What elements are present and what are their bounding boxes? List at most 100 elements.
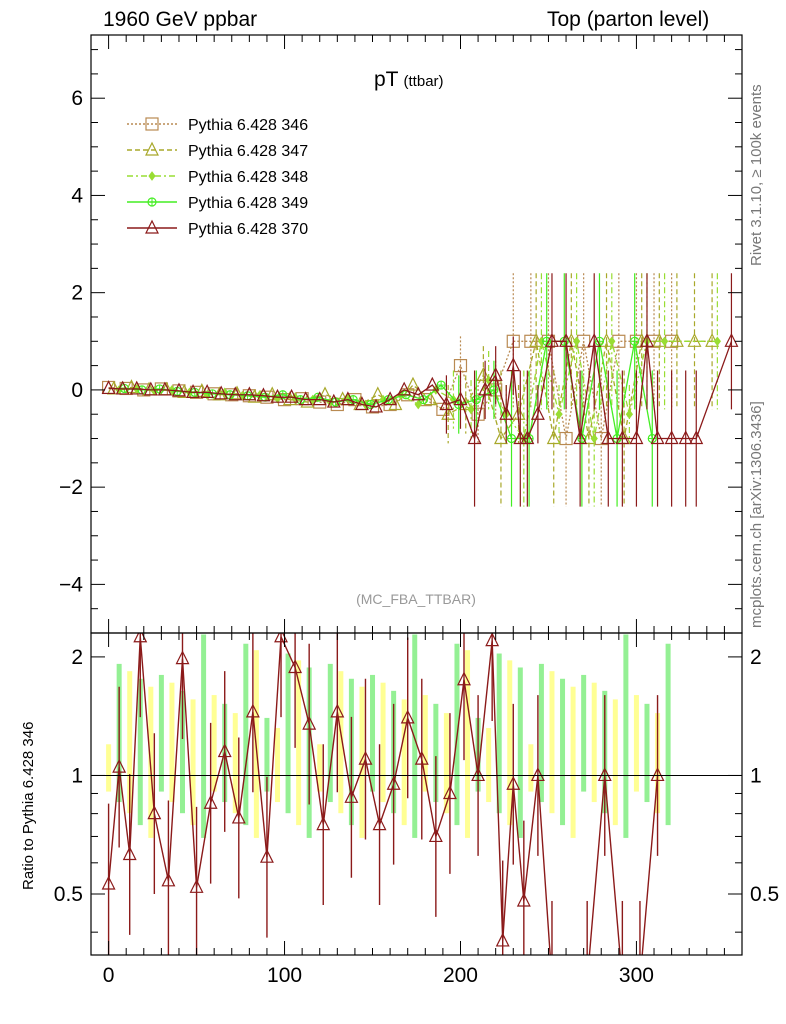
data-point — [524, 334, 538, 348]
data-point — [573, 430, 588, 445]
ratio-band — [644, 703, 650, 803]
data-point — [664, 430, 679, 445]
ratio-band — [433, 703, 439, 803]
data-point — [530, 405, 545, 420]
data-point — [397, 381, 412, 396]
data-point — [545, 332, 559, 347]
data-point — [650, 430, 665, 445]
ratio-bands — [106, 634, 671, 838]
ratio-data-point — [133, 633, 148, 643]
data-point — [493, 430, 508, 445]
ratio-band — [158, 674, 164, 792]
data-point — [214, 385, 229, 400]
ratio-band — [465, 650, 471, 838]
data-point — [383, 391, 398, 406]
data-point — [625, 409, 634, 420]
ratio-band — [317, 744, 323, 792]
ratio-data-point — [530, 767, 545, 782]
ratio-series-line — [107, 636, 659, 955]
ratio-band — [169, 682, 175, 803]
ratio-data-point — [581, 974, 593, 986]
ratio-band — [285, 653, 291, 814]
data-point — [284, 388, 299, 403]
ratio-band — [106, 744, 112, 792]
ratio-data-point — [259, 848, 274, 863]
ratio-data-point — [400, 709, 415, 724]
legend: Pythia 6.428 346 Pythia 6.428 347 Pythia 6… — [127, 117, 308, 238]
ratio-band — [496, 653, 502, 814]
ratio-band — [296, 660, 302, 826]
x-tick-label: 300 — [619, 964, 654, 987]
ratio-band — [507, 660, 513, 826]
ratio-band — [380, 682, 386, 803]
ratio-data-point — [372, 816, 387, 831]
ratio-data-point — [330, 703, 345, 718]
data-point — [388, 396, 403, 411]
data-point — [228, 386, 243, 401]
data-point — [555, 409, 563, 420]
ratio-band — [623, 634, 629, 838]
data-point — [467, 404, 475, 415]
ratio-band — [401, 699, 407, 826]
data-point — [354, 396, 369, 411]
data-point — [406, 376, 420, 391]
ratio-band — [612, 699, 618, 826]
ratio-data-point — [428, 828, 443, 843]
ratio-band — [422, 695, 428, 792]
ratio-band — [633, 695, 639, 792]
data-point — [414, 399, 422, 410]
ratio-data-point — [189, 878, 204, 893]
series-line — [108, 340, 733, 441]
legend-marker — [145, 117, 159, 131]
data-point — [689, 430, 704, 445]
ratio-band — [370, 674, 376, 792]
data-point — [669, 332, 684, 347]
main-y-tick-label: −2 — [59, 476, 83, 499]
x-tick-label: 0 — [103, 964, 115, 987]
data-point — [506, 357, 521, 372]
series-3 — [119, 273, 657, 507]
data-point — [441, 405, 456, 420]
data-point — [590, 433, 598, 444]
header-right: Top (parton level) — [547, 8, 710, 31]
data-point — [678, 430, 693, 445]
chart-title-sub: (ttbar) — [404, 73, 444, 90]
ratio-band — [486, 727, 492, 803]
ratio-band — [570, 686, 576, 838]
ratio-band — [211, 695, 217, 792]
chart-annotation: (MC_FBA_TTBAR) — [356, 591, 476, 607]
ratio-band — [549, 671, 555, 814]
ratio-band — [517, 667, 523, 838]
data-point — [520, 430, 535, 445]
ratio-band — [528, 744, 534, 792]
data-point — [411, 386, 426, 401]
main-y-tick-label: 2 — [71, 282, 83, 305]
ratio-data-point — [344, 788, 359, 803]
data-point — [546, 430, 561, 445]
data-point — [115, 380, 130, 395]
ratio-data-point — [471, 767, 486, 782]
ratio-data-point — [506, 775, 521, 790]
data-point — [572, 336, 581, 347]
data-point — [687, 332, 702, 347]
data-point — [242, 386, 257, 401]
legend-label: Pythia 6.428 349 — [188, 195, 308, 212]
data-point — [326, 393, 341, 408]
ratio-data-point — [122, 846, 137, 861]
series-1 — [106, 273, 720, 507]
ratio-data-point — [597, 767, 612, 782]
ratio-data-point — [442, 785, 457, 800]
data-point — [157, 381, 172, 396]
ratio-data-point — [316, 816, 331, 831]
ratio-data-point — [650, 767, 665, 782]
ratio-band — [412, 634, 418, 838]
ratio-data-point — [414, 750, 429, 765]
ratio-data-point — [101, 875, 116, 890]
data-point — [172, 382, 186, 397]
ratio-data-point — [175, 650, 190, 665]
data-point — [615, 430, 630, 445]
ratio-band — [338, 671, 344, 814]
data-point — [513, 430, 528, 445]
